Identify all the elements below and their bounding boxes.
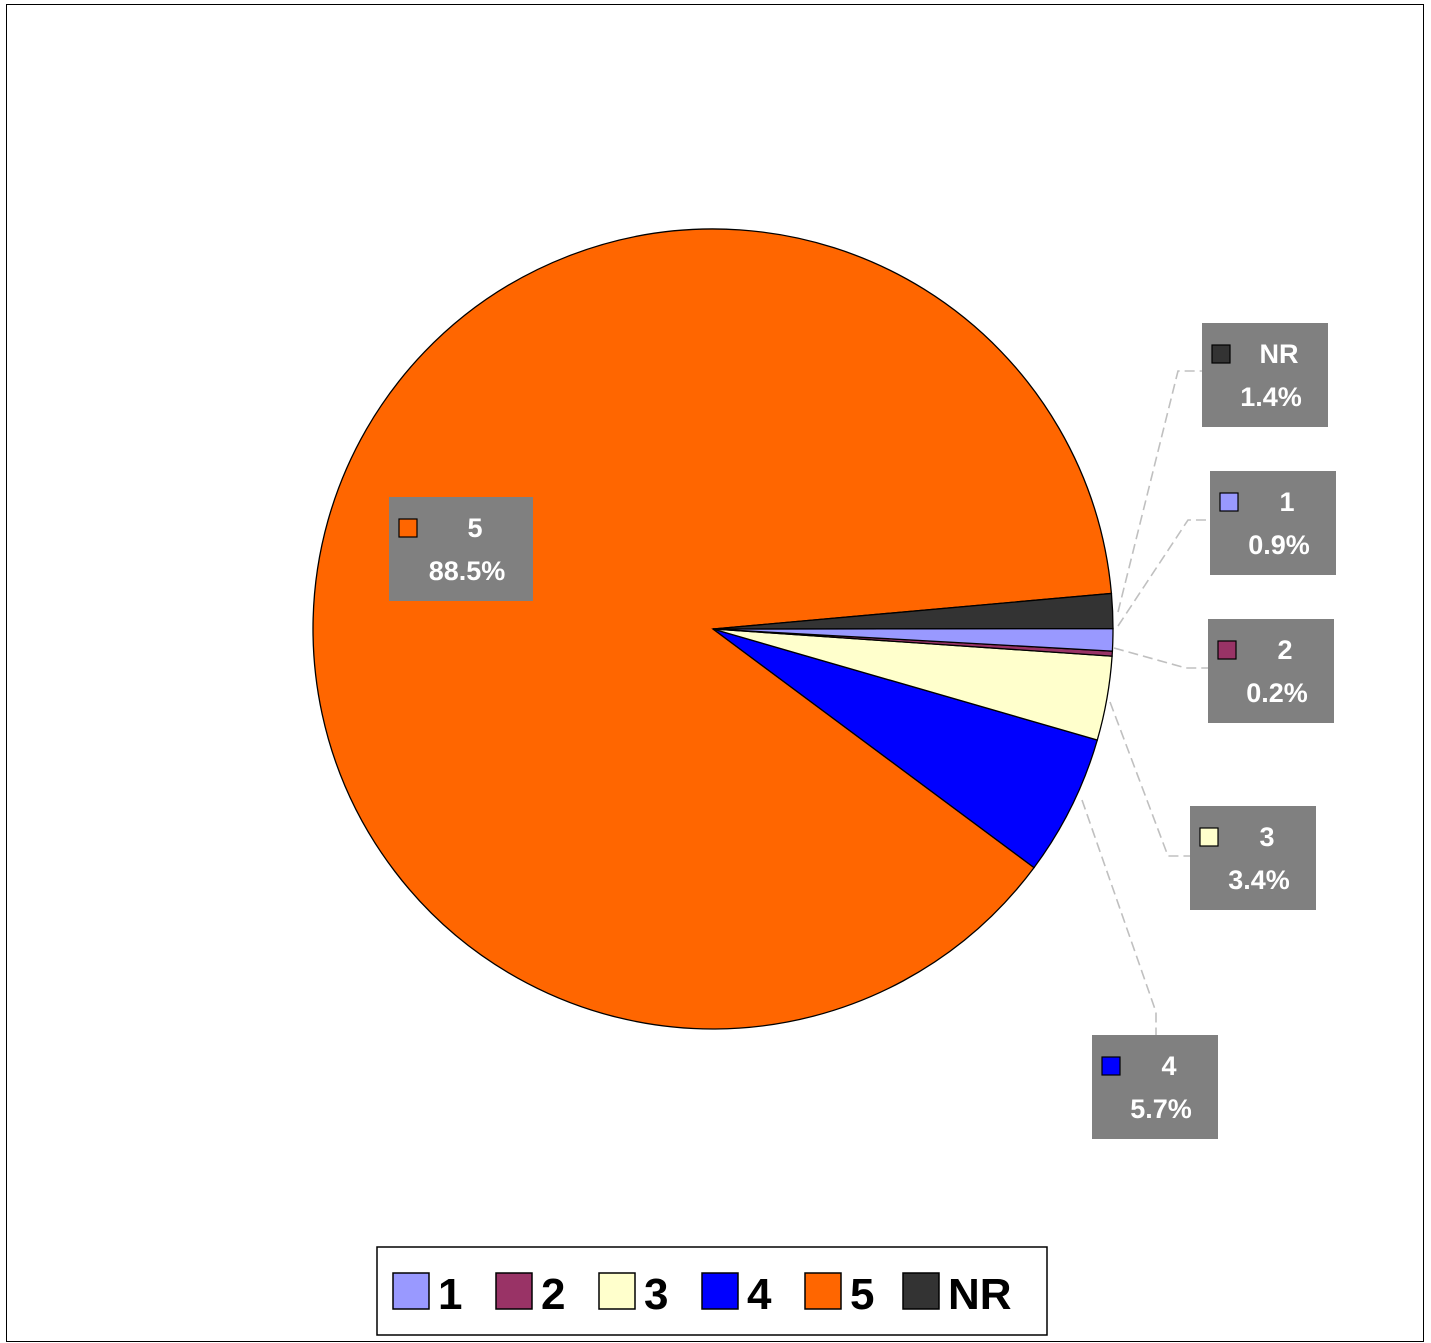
legend-item-3: 3 [598,1270,668,1319]
pie-slice-4 [712,628,1099,869]
data-label-nr: NR 1.4% [1202,323,1328,427]
legend-label: 2 [541,1270,565,1319]
legend-swatch [495,1272,533,1310]
data-label-category: 1 [1279,487,1294,517]
data-labels: 1 0.9% 2 0.2% 3 3.4% 4 5.7% 5 88.5% NR 1.4% [389,323,1336,1139]
data-label-category: 5 [467,513,482,543]
data-label-value: 3.4% [1228,865,1290,895]
data-label-swatch [1217,640,1237,660]
data-label-4: 4 5.7% [1092,1035,1218,1139]
data-label-2: 2 0.2% [1208,619,1334,723]
leader-lines [1081,370,1210,1035]
legend-swatch [902,1272,940,1310]
legend-swatch [701,1272,739,1310]
leader-line-2 [1113,647,1208,669]
leader-line-3 [1109,701,1190,857]
legend-swatch [392,1272,430,1310]
data-label-value: 0.2% [1246,678,1308,708]
legend-swatch [804,1272,842,1310]
data-label-swatch [398,518,418,538]
data-label-box [1190,806,1316,910]
data-label-category: NR [1260,339,1299,369]
data-label-box [1208,619,1334,723]
legend-label: NR [948,1270,1012,1319]
data-label-box [389,497,533,601]
leader-line-1 [1117,519,1210,627]
data-label-swatch [1219,492,1239,512]
legend-label: 3 [644,1270,668,1319]
data-label-category: 2 [1277,635,1292,665]
data-label-box [1092,1035,1218,1139]
legend-item-4: 4 [701,1270,772,1319]
legend-item-2: 2 [495,1270,565,1319]
leader-line-nr [1117,370,1202,613]
data-label-box [1210,471,1336,575]
data-label-1: 1 0.9% [1210,471,1336,575]
data-label-swatch [1199,827,1219,847]
legend-item-5: 5 [804,1270,874,1319]
data-label-3: 3 3.4% [1190,806,1316,910]
legend-label: 4 [747,1270,772,1319]
legend-label: 5 [850,1270,874,1319]
legend-swatch [598,1272,636,1310]
data-label-value: 0.9% [1248,530,1310,560]
legend-item-nr: NR [902,1270,1012,1319]
data-label-value: 5.7% [1130,1094,1192,1124]
legend-label: 1 [438,1270,462,1319]
pie-slice-5 [312,228,1113,1030]
data-label-value: 88.5% [429,556,506,586]
data-label-box [1202,323,1328,427]
leader-line-4 [1081,799,1157,1035]
data-label-swatch [1211,344,1231,364]
data-label-category: 3 [1259,822,1274,852]
data-label-swatch [1101,1056,1121,1076]
legend-items: 1 2 3 4 5 NR [392,1270,1012,1319]
data-label-category: 4 [1161,1051,1176,1081]
pie-slice-nr [712,592,1114,630]
legend: 1 2 3 4 5 NR [376,1246,1048,1336]
data-label-5: 5 88.5% [389,497,533,601]
data-label-value: 1.4% [1240,382,1302,412]
pie-slices [312,228,1114,1030]
legend-item-1: 1 [392,1270,462,1319]
